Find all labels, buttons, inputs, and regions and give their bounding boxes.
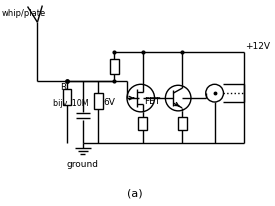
Bar (62, 90, 72, 105)
Text: bijv. 10M: bijv. 10M (53, 98, 89, 107)
Text: FET: FET (144, 97, 160, 106)
Text: +12V: +12V (245, 42, 270, 51)
Text: (a): (a) (127, 188, 143, 198)
Bar (94, 94, 103, 109)
Text: R: R (60, 83, 66, 92)
Text: whip/plate: whip/plate (2, 9, 46, 18)
Text: 6V: 6V (103, 97, 115, 106)
Bar (178, 118, 186, 130)
Bar (138, 118, 147, 130)
Bar (110, 59, 119, 75)
Text: ground: ground (67, 159, 99, 168)
